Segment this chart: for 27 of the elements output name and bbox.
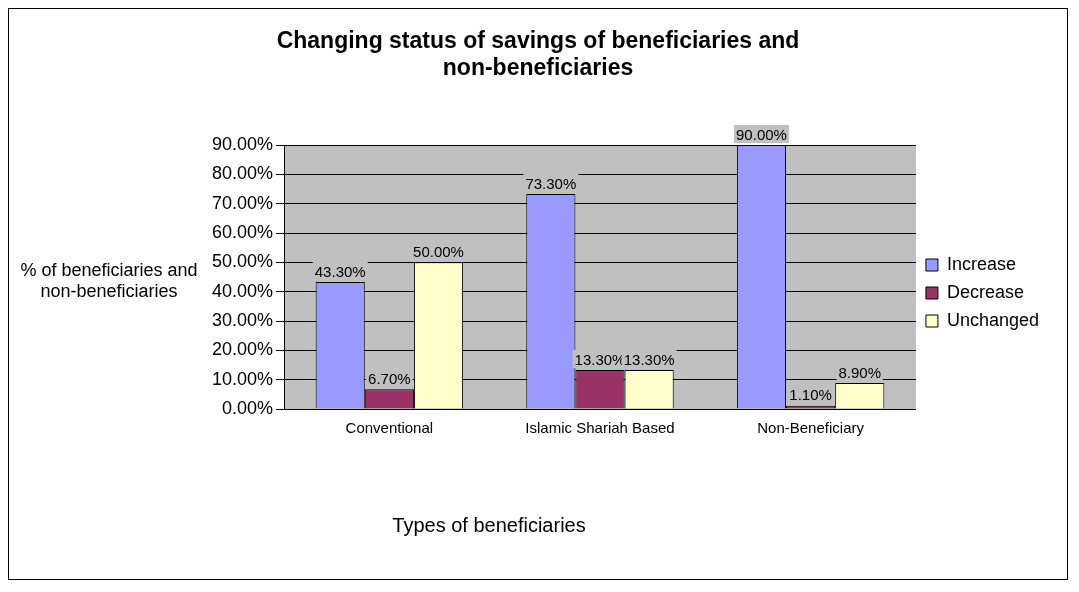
y-tick-label: 60.00% — [211, 221, 274, 242]
x-tick-label: Islamic Shariah Based — [525, 419, 675, 437]
data-label: 43.30% — [314, 262, 366, 280]
data-label: 50.00% — [413, 242, 464, 260]
y-tick-label: 10.00% — [211, 368, 274, 389]
y-tick-label: 30.00% — [211, 309, 274, 330]
data-label: 8.90% — [838, 363, 882, 381]
x-tick-label: Conventional — [345, 419, 434, 437]
data-label: 6.70% — [368, 369, 411, 387]
y-tick-label: 90.00% — [211, 133, 274, 154]
y-tick-label: 80.00% — [211, 163, 274, 184]
legend-label: Decrease — [946, 281, 1024, 302]
legend-label: Unchanged — [946, 309, 1039, 330]
chart-title: Changing status of savings of beneficiaries and non-beneficiaries — [275, 27, 801, 81]
data-label: 90.00% — [736, 125, 787, 143]
y-tick-label: 40.00% — [211, 280, 274, 301]
y-axis-title: % of beneficiaries and non-beneficiaries — [19, 260, 199, 302]
y-tick-label: 50.00% — [211, 251, 274, 272]
y-tick-label: 0.00% — [222, 397, 274, 418]
data-label: 13.30% — [623, 350, 675, 368]
y-tick-label: 20.00% — [211, 339, 274, 360]
x-tick-label: Non-Beneficiary — [757, 419, 865, 437]
y-tick-label: 70.00% — [211, 192, 274, 213]
legend-label: Increase — [946, 253, 1016, 274]
data-label: 73.30% — [525, 174, 577, 192]
data-label: 1.10% — [789, 386, 832, 404]
x-axis-title: Types of beneficiaries — [391, 514, 587, 537]
